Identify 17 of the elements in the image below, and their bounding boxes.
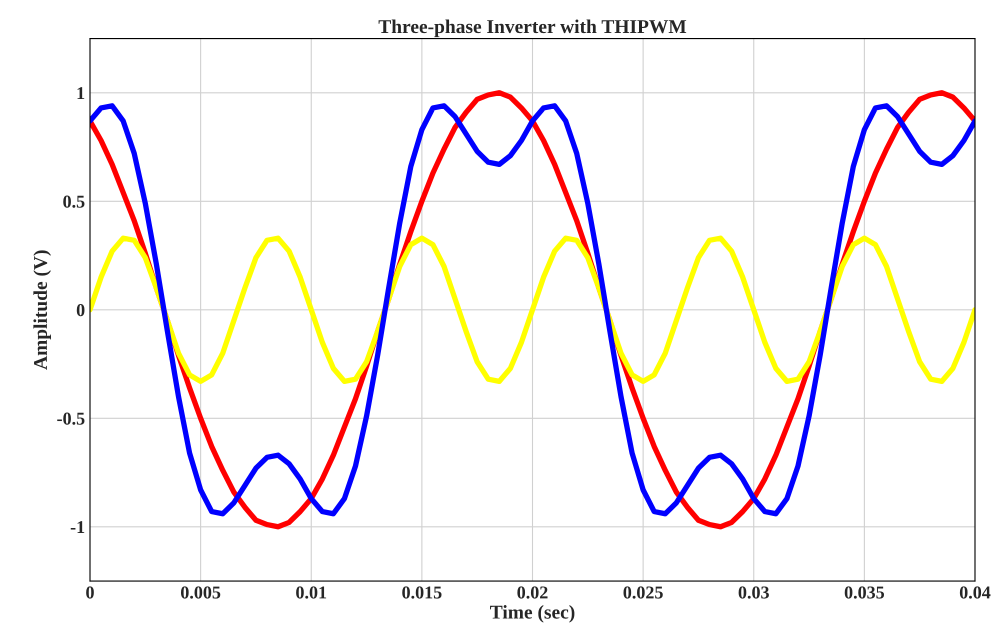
x-tick-label: 0.03 bbox=[738, 586, 769, 599]
chart-title: Three-phase Inverter with THIPWM bbox=[378, 19, 686, 38]
x-axis-title: Time (sec) bbox=[490, 605, 574, 623]
x-tick-label: 0 bbox=[86, 586, 94, 599]
x-tick-label: 0.015 bbox=[402, 586, 442, 599]
y-tick-label: -1 bbox=[70, 521, 84, 534]
x-tick-label: 0.04 bbox=[960, 586, 990, 599]
x-tick-label: 0.01 bbox=[296, 586, 326, 599]
y-tick-label: 1 bbox=[78, 87, 84, 100]
x-tick-label: 0.035 bbox=[844, 586, 884, 599]
y-tick-label: 0.5 bbox=[63, 196, 84, 208]
y-tick-label: -0.5 bbox=[57, 412, 84, 425]
x-tick-label: 0.02 bbox=[517, 586, 548, 599]
y-tick-label: 0 bbox=[76, 304, 84, 316]
x-tick-label: 0.005 bbox=[181, 586, 220, 599]
y-axis-title: Amplitude (V) bbox=[33, 250, 51, 370]
x-tick-label: 0.025 bbox=[624, 586, 663, 599]
